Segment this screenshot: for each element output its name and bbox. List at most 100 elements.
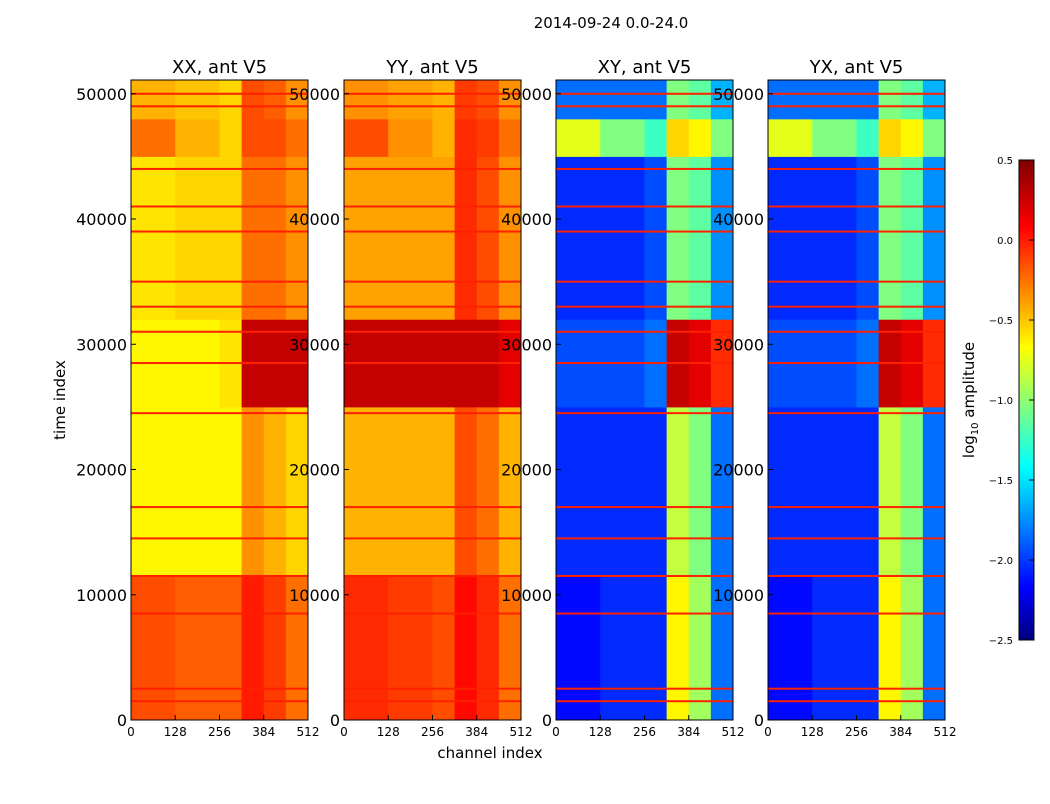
flagged-row-line	[344, 105, 521, 108]
x-tick-label: 256	[633, 725, 656, 739]
flagged-row-line	[131, 105, 308, 108]
heatmap-cell	[812, 156, 857, 320]
flagged-row-line	[344, 362, 521, 365]
flagged-row-line	[131, 362, 308, 365]
heatmap-cell	[432, 575, 456, 721]
heatmap-cell	[388, 156, 433, 320]
x-tick-label: 512	[722, 725, 745, 739]
flagged-row-line	[556, 412, 733, 415]
y-tick-label: 40000	[289, 210, 340, 229]
heatmap-cell	[710, 118, 734, 157]
heatmap-cell	[556, 575, 601, 721]
y-axis-label: time index	[51, 360, 69, 440]
heatmap-cell	[454, 156, 478, 320]
heatmap-cell	[688, 80, 712, 120]
heatmap-cell	[688, 118, 712, 157]
flagged-row-line	[768, 700, 945, 703]
flagged-row-line	[768, 230, 945, 233]
heatmap-cell	[241, 406, 265, 577]
heatmap-cell	[878, 575, 902, 721]
heatmap-cell	[768, 156, 813, 320]
heatmap-cell	[878, 156, 902, 320]
heatmap-cell	[388, 406, 433, 577]
flagged-row-line	[131, 412, 308, 415]
heatmap-cell	[454, 118, 478, 157]
colorbar-tick-label: −2.0	[989, 556, 1013, 567]
heatmap-cell	[344, 575, 389, 721]
y-tick-label: 50000	[289, 85, 340, 104]
y-tick-label: 0	[754, 711, 764, 730]
flagged-row-line	[344, 92, 521, 95]
flagged-row-line	[344, 305, 521, 308]
heatmap-cell	[856, 575, 880, 721]
heatmap-cell	[131, 406, 176, 577]
heatmap-cell	[878, 80, 902, 120]
heatmap-cell	[688, 575, 712, 721]
heatmap-cell	[219, 156, 243, 320]
heatmap-cell	[498, 80, 522, 120]
flagged-row-line	[556, 105, 733, 108]
flagged-row-line	[768, 167, 945, 170]
y-tick-label: 0	[542, 711, 552, 730]
heatmap-cell	[856, 156, 880, 320]
y-tick-label: 20000	[76, 461, 127, 480]
flagged-row-line	[344, 205, 521, 208]
heatmap-cell	[600, 118, 645, 157]
heatmap-cell	[922, 406, 946, 577]
flagged-row-line	[768, 330, 945, 333]
y-tick-label: 10000	[76, 586, 127, 605]
panel-title: YY, ant V5	[385, 57, 478, 78]
heatmap-cell	[476, 156, 500, 320]
flagged-row-line	[556, 687, 733, 690]
colorbar-tick-label: −1.5	[989, 476, 1013, 487]
heatmap-cell	[388, 575, 433, 721]
flagged-row-line	[768, 280, 945, 283]
heatmap-cell	[812, 80, 857, 120]
flagged-row-line	[344, 700, 521, 703]
flagged-row-line	[344, 506, 521, 509]
flagged-row-line	[131, 92, 308, 95]
flagged-row-line	[131, 612, 308, 615]
colorbar-tick-label: −1.0	[989, 396, 1013, 407]
colorbar-tick-label: −0.5	[989, 316, 1013, 327]
heatmap-cell	[644, 118, 668, 157]
x-axis-label: channel index	[437, 744, 542, 762]
flagged-row-line	[556, 612, 733, 615]
heatmap-cell	[900, 80, 924, 120]
heatmap-cell	[285, 118, 309, 157]
heatmap-cell	[175, 80, 220, 120]
heatmap-cell	[476, 406, 500, 577]
y-tick-label: 50000	[76, 85, 127, 104]
heatmap-cell	[922, 80, 946, 120]
panel-title: XX, ant V5	[172, 57, 267, 78]
heatmap-cell	[498, 406, 522, 577]
heatmap-cell	[498, 156, 522, 320]
heatmap-cell	[476, 80, 500, 120]
y-tick-label: 20000	[713, 461, 764, 480]
heatmap-cell	[768, 80, 813, 120]
x-tick-label: 512	[934, 725, 957, 739]
colorbar-tick-label: 0.5	[997, 156, 1013, 167]
heatmap-cell	[131, 118, 176, 157]
flagged-row-line	[556, 506, 733, 509]
heatmap-cell	[263, 118, 287, 157]
heatmap-cell	[344, 406, 389, 577]
heatmap-cell	[856, 118, 880, 157]
y-tick-label: 30000	[76, 335, 127, 354]
heatmap-cell	[263, 156, 287, 320]
heatmap-cell	[600, 406, 645, 577]
flagged-row-line	[768, 305, 945, 308]
heatmap-cell	[922, 575, 946, 721]
heatmap-cell	[556, 118, 601, 157]
x-tick-label: 128	[589, 725, 612, 739]
flagged-row-line	[556, 330, 733, 333]
heatmap-cell	[285, 406, 309, 577]
heatmap-cell	[241, 80, 265, 120]
flagged-row-line	[556, 537, 733, 540]
heatmap-cell	[856, 406, 880, 577]
y-tick-label: 20000	[501, 461, 552, 480]
heatmap-cell	[175, 575, 220, 721]
heatmap-cell	[768, 575, 813, 721]
flagged-row-line	[768, 537, 945, 540]
